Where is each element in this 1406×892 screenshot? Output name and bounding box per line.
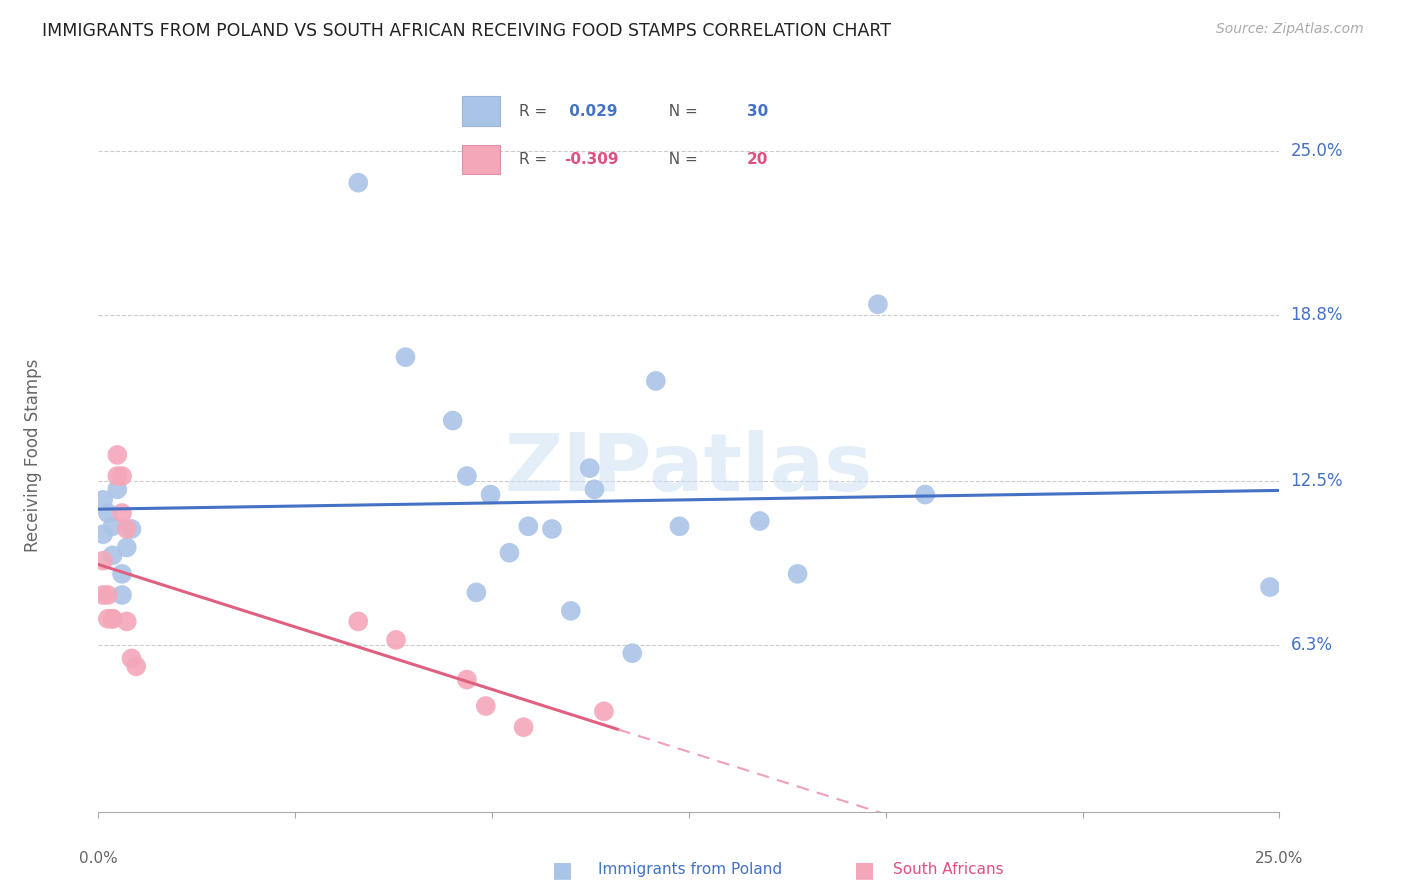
Text: 0.0%: 0.0% (79, 851, 118, 866)
Text: N =: N = (659, 103, 703, 119)
Text: 18.8%: 18.8% (1291, 306, 1343, 324)
Point (385, 632, 408, 647)
Text: 20: 20 (747, 152, 768, 167)
Point (668, 519, 690, 533)
Point (101, 612, 124, 626)
Point (97, 612, 120, 626)
Point (115, 541, 138, 555)
Text: R =: R = (519, 103, 553, 119)
Point (541, 522, 564, 536)
Point (914, 487, 936, 501)
Point (866, 297, 889, 311)
Point (111, 566, 134, 581)
Point (475, 698, 498, 713)
Text: Immigrants from Poland: Immigrants from Poland (598, 863, 782, 877)
Point (91, 527, 114, 541)
Point (105, 469, 128, 483)
Point (115, 522, 138, 536)
Point (121, 651, 143, 665)
Point (517, 519, 540, 533)
Text: ■: ■ (553, 860, 572, 880)
Point (479, 487, 502, 501)
Point (101, 519, 124, 533)
Point (101, 612, 124, 626)
Point (394, 350, 416, 364)
Point (97, 588, 120, 602)
Text: 6.3%: 6.3% (1291, 636, 1333, 654)
Point (456, 673, 478, 687)
Text: Source: ZipAtlas.com: Source: ZipAtlas.com (1216, 22, 1364, 37)
Point (644, 374, 666, 388)
Point (465, 585, 488, 599)
Point (115, 615, 138, 629)
Point (621, 646, 644, 660)
Text: -0.309: -0.309 (564, 152, 619, 167)
Text: ZIPatlas: ZIPatlas (505, 430, 873, 508)
Text: 12.5%: 12.5% (1291, 473, 1343, 491)
Bar (461, 145, 501, 175)
Point (456, 469, 478, 483)
Text: South Africans: South Africans (893, 863, 1004, 877)
Point (101, 549, 124, 563)
Point (560, 604, 582, 618)
Point (125, 659, 148, 673)
Point (593, 704, 616, 718)
Point (121, 522, 143, 536)
Bar (461, 96, 501, 127)
Point (347, 615, 370, 629)
Point (1258, 580, 1281, 594)
Point (91, 554, 114, 568)
Point (105, 448, 128, 462)
Point (91, 588, 114, 602)
Point (111, 506, 134, 520)
Point (786, 566, 808, 581)
Text: N =: N = (659, 152, 703, 167)
Text: 25.0%: 25.0% (1291, 142, 1343, 160)
Point (498, 546, 520, 560)
Point (512, 720, 534, 734)
Text: R =: R = (519, 152, 553, 167)
Point (583, 483, 606, 497)
Point (441, 413, 464, 427)
Text: 30: 30 (747, 103, 768, 119)
Text: Receiving Food Stamps: Receiving Food Stamps (24, 359, 42, 551)
Point (91, 492, 114, 507)
Text: IMMIGRANTS FROM POLAND VS SOUTH AFRICAN RECEIVING FOOD STAMPS CORRELATION CHART: IMMIGRANTS FROM POLAND VS SOUTH AFRICAN … (42, 22, 891, 40)
Point (97, 506, 120, 520)
Point (748, 514, 770, 528)
Point (347, 176, 370, 190)
Point (111, 469, 134, 483)
Point (111, 588, 134, 602)
Text: 25.0%: 25.0% (1256, 851, 1303, 866)
Point (578, 461, 600, 475)
Text: ■: ■ (855, 860, 875, 880)
Text: 0.029: 0.029 (564, 103, 617, 119)
Point (105, 483, 128, 497)
